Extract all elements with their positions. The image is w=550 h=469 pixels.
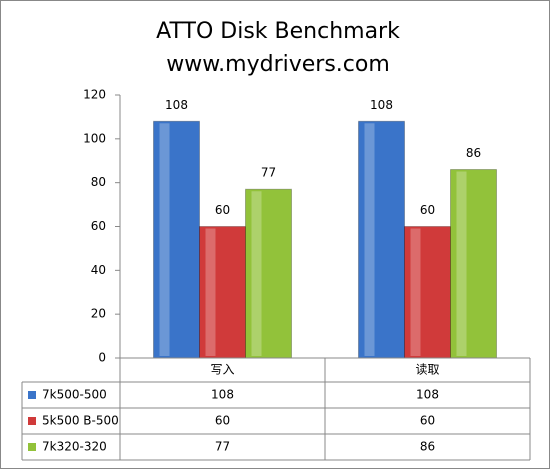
bar-highlight xyxy=(364,123,375,356)
y-tick-label: 40 xyxy=(91,263,106,277)
x-tick-label: 读取 xyxy=(415,363,439,377)
bar xyxy=(153,120,200,359)
bar xyxy=(245,188,292,359)
table-value: 60 xyxy=(215,414,230,428)
legend-label: 5k500 B-500 xyxy=(42,414,119,428)
chart-title: ATTO Disk Benchmark xyxy=(156,19,400,44)
table-value: 86 xyxy=(420,440,435,454)
y-tick-label: 0 xyxy=(98,351,106,365)
legend-swatch xyxy=(28,391,36,399)
table-value: 60 xyxy=(420,414,435,428)
data-label: 86 xyxy=(466,146,481,160)
table-value: 108 xyxy=(211,388,234,402)
y-tick-label: 100 xyxy=(83,131,106,145)
y-tick-label: 60 xyxy=(91,219,106,233)
chart-subtitle: www.mydrivers.com xyxy=(166,52,390,77)
table-value: 77 xyxy=(215,440,230,454)
legend-label: 7k500-500 xyxy=(42,388,107,402)
legend-label: 7k320-320 xyxy=(42,440,107,454)
bar-highlight xyxy=(159,123,170,356)
data-label: 108 xyxy=(370,98,393,112)
data-label: 60 xyxy=(215,203,230,217)
bar xyxy=(404,226,451,359)
bar-highlight xyxy=(251,191,262,356)
bar-highlight xyxy=(205,228,216,356)
legend-swatch xyxy=(28,443,36,451)
data-label: 77 xyxy=(261,166,276,180)
legend-swatch xyxy=(28,417,36,425)
bar xyxy=(450,169,497,359)
bar-highlight xyxy=(456,171,467,356)
y-tick-label: 120 xyxy=(83,88,106,102)
data-label: 108 xyxy=(165,98,188,112)
table-value: 108 xyxy=(416,388,439,402)
bar-highlight xyxy=(410,228,421,356)
data-label: 60 xyxy=(420,203,435,217)
y-tick-label: 80 xyxy=(91,175,106,189)
x-tick-label: 写入 xyxy=(210,363,234,377)
y-tick-label: 20 xyxy=(91,307,106,321)
